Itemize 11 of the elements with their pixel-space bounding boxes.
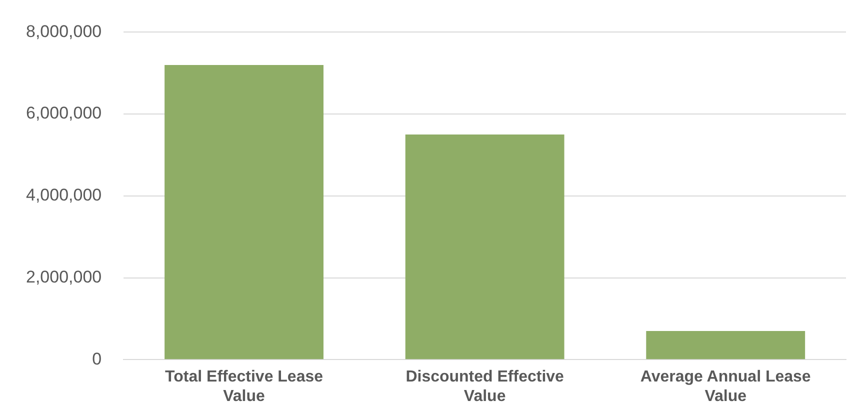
x-tick-label: Discounted Effective Value [406, 368, 564, 405]
x-tick-label: Average Annual Lease Value [640, 368, 811, 405]
y-tick-label: 6,000,000 [26, 104, 102, 123]
y-tick-label: 4,000,000 [26, 186, 102, 205]
y-tick-label: 8,000,000 [26, 22, 102, 41]
y-tick-label: 0 [92, 349, 102, 368]
bar [164, 64, 324, 360]
y-tick-label: 2,000,000 [26, 267, 102, 286]
bar [405, 134, 564, 360]
bar [646, 330, 806, 360]
x-tick-label: Total Effective Lease Value [165, 368, 324, 405]
